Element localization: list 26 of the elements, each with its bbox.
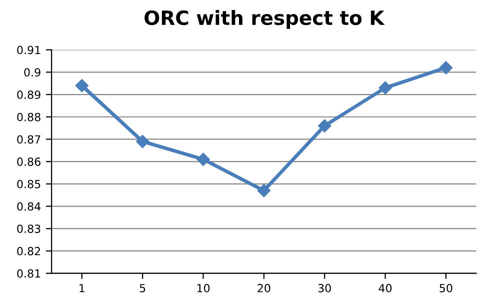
x-tick-label: 5 bbox=[140, 284, 146, 292]
point bbox=[196, 152, 210, 166]
y-tick-label: 0.91 bbox=[17, 46, 40, 54]
chart-title: ORC with respect to K bbox=[144, 10, 385, 29]
y-tick-label: 0.81 bbox=[17, 269, 40, 278]
x-tick-label: 30 bbox=[318, 284, 331, 292]
x-tick-label: 40 bbox=[378, 284, 392, 292]
point bbox=[378, 81, 392, 94]
y-tick-label: 0.87 bbox=[17, 135, 40, 144]
x-tick-label: 1 bbox=[80, 284, 84, 292]
y-tick-label: 0.83 bbox=[17, 224, 40, 233]
point bbox=[75, 79, 88, 92]
x-tick-label: 10 bbox=[197, 284, 210, 292]
y-tick-label: 0.82 bbox=[17, 246, 40, 256]
y-tick-label: 0.9 bbox=[24, 68, 40, 77]
point bbox=[318, 119, 332, 132]
y-tick-label: 0.89 bbox=[17, 90, 40, 99]
y-tick-label: 0.84 bbox=[17, 202, 41, 211]
y-tick-label: 0.85 bbox=[17, 180, 40, 188]
point bbox=[439, 61, 453, 74]
x-tick-label: 20 bbox=[258, 284, 270, 292]
y-tick-label: 0.86 bbox=[17, 158, 40, 166]
point bbox=[257, 184, 270, 198]
y-tick-label: 0.88 bbox=[17, 112, 40, 122]
x-tick-label: 50 bbox=[440, 284, 452, 292]
point bbox=[136, 134, 150, 148]
